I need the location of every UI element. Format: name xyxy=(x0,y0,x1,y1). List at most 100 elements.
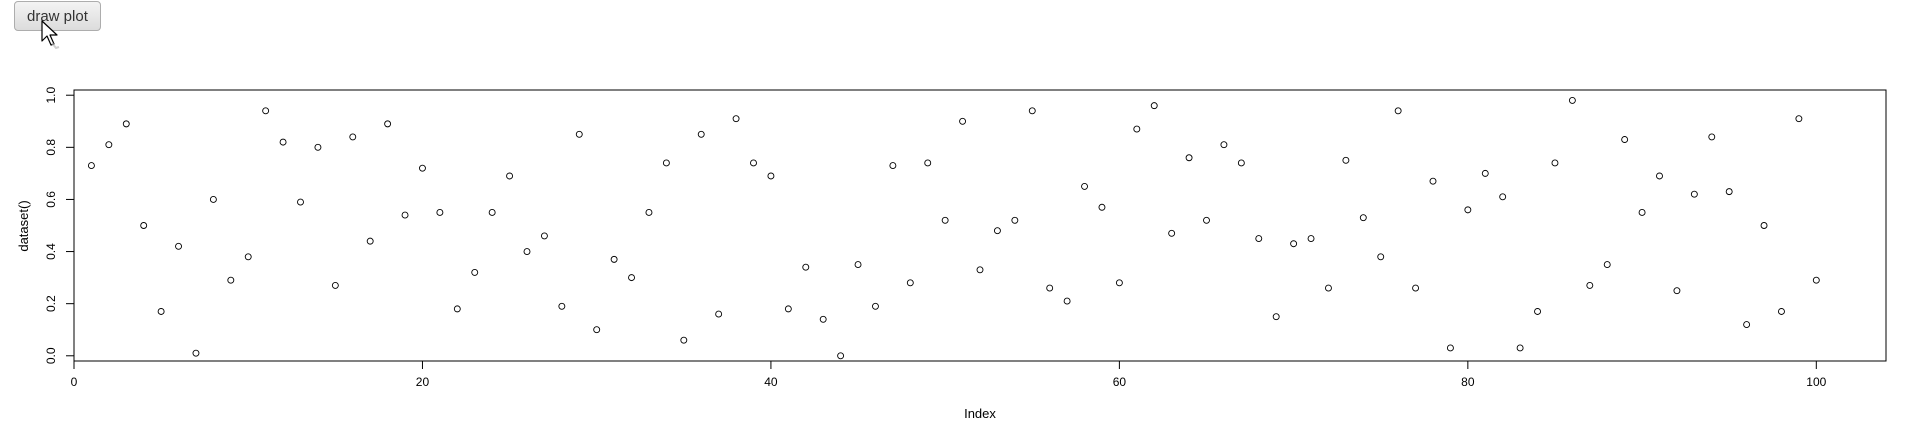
y-tick-label: 0.4 xyxy=(44,243,58,260)
data-point xyxy=(523,248,531,256)
data-point xyxy=(1568,96,1576,104)
x-tick-label: 80 xyxy=(1461,375,1475,389)
data-point xyxy=(976,266,984,274)
data-point xyxy=(192,349,200,357)
data-point xyxy=(1481,169,1489,177)
data-point xyxy=(87,162,95,170)
data-point xyxy=(1011,216,1019,224)
data-point xyxy=(1812,276,1820,284)
data-point xyxy=(1307,235,1315,242)
data-point xyxy=(802,263,810,271)
data-point xyxy=(331,281,339,289)
y-tick-label: 0.8 xyxy=(44,139,58,156)
data-point xyxy=(1255,235,1263,242)
y-axis-label: dataset() xyxy=(16,200,31,251)
data-point xyxy=(1690,190,1698,198)
data-point xyxy=(854,261,862,269)
data-point xyxy=(314,143,322,151)
data-point xyxy=(697,130,705,138)
data-point xyxy=(384,120,392,128)
data-point xyxy=(924,159,932,167)
y-tick-label: 0.2 xyxy=(44,295,58,312)
data-point xyxy=(1220,141,1228,149)
data-point xyxy=(1359,214,1367,222)
data-point xyxy=(715,310,723,318)
data-point xyxy=(349,133,357,141)
data-point xyxy=(1778,308,1785,315)
data-point xyxy=(506,172,514,180)
data-point xyxy=(1063,297,1071,305)
data-point xyxy=(889,162,897,170)
data-point xyxy=(732,115,740,123)
x-tick-label: 60 xyxy=(1113,375,1127,389)
data-point xyxy=(540,232,548,240)
x-tick-label: 100 xyxy=(1806,375,1826,389)
y-tick-label: 1.0 xyxy=(44,87,58,104)
data-point xyxy=(1342,156,1350,164)
data-point xyxy=(1272,313,1280,321)
data-point xyxy=(1708,133,1716,141)
y-tick-label: 0.6 xyxy=(44,191,58,208)
data-point xyxy=(1551,159,1559,167)
data-point xyxy=(244,253,252,261)
y-axis: 0.0 0.2 0.4 0.6 0.8 1.0 xyxy=(44,87,75,364)
data-point xyxy=(593,326,601,334)
data-point xyxy=(784,305,792,313)
data-point xyxy=(1185,154,1193,162)
data-point xyxy=(1168,229,1176,237)
x-axis: 0 20 40 60 80 100 xyxy=(71,360,1827,389)
data-point xyxy=(1377,253,1385,261)
data-point xyxy=(1394,107,1402,115)
data-point xyxy=(1098,203,1106,211)
data-point xyxy=(628,274,635,282)
data-point xyxy=(1237,159,1245,167)
data-point xyxy=(488,209,496,216)
data-point xyxy=(1133,125,1141,133)
data-point xyxy=(1499,193,1507,201)
data-point xyxy=(645,209,653,216)
data-point xyxy=(1290,240,1298,248)
data-point xyxy=(1412,284,1420,292)
data-point xyxy=(227,276,235,284)
data-point xyxy=(1115,279,1123,287)
x-tick-label: 0 xyxy=(71,375,78,389)
data-point xyxy=(1743,321,1751,328)
data-point xyxy=(279,138,287,146)
data-point xyxy=(1028,107,1036,115)
data-point xyxy=(993,227,1001,235)
data-point xyxy=(1081,182,1088,190)
draw-plot-button[interactable]: draw plot xyxy=(14,1,101,31)
data-point xyxy=(767,172,775,180)
data-point xyxy=(157,308,165,315)
data-point xyxy=(610,255,618,263)
plot-frame xyxy=(73,89,1887,362)
y-tick-label: 0.0 xyxy=(44,347,58,364)
data-point xyxy=(453,305,461,313)
data-point xyxy=(662,159,670,167)
data-point xyxy=(1760,222,1768,229)
data-point xyxy=(419,164,426,172)
data-point xyxy=(1725,188,1733,196)
data-point xyxy=(1429,177,1437,185)
data-point xyxy=(262,107,270,115)
data-point xyxy=(558,302,566,310)
data-point xyxy=(1150,102,1158,110)
toolbar: draw plot xyxy=(14,1,101,31)
x-tick-label: 40 xyxy=(764,375,778,389)
data-point xyxy=(575,130,583,138)
data-point xyxy=(1325,284,1332,292)
x-axis-label: Index xyxy=(964,406,996,421)
data-point xyxy=(366,237,374,245)
data-point xyxy=(819,315,827,323)
data-point xyxy=(1656,172,1663,180)
data-point xyxy=(1621,136,1629,143)
data-point xyxy=(941,216,949,224)
data-point xyxy=(1586,281,1594,289)
data-point xyxy=(471,268,479,276)
data-point xyxy=(105,141,113,149)
data-point xyxy=(1464,206,1472,214)
data-point xyxy=(1534,308,1541,315)
data-point xyxy=(1795,115,1803,123)
data-point xyxy=(297,198,304,206)
data-point xyxy=(1446,344,1454,352)
